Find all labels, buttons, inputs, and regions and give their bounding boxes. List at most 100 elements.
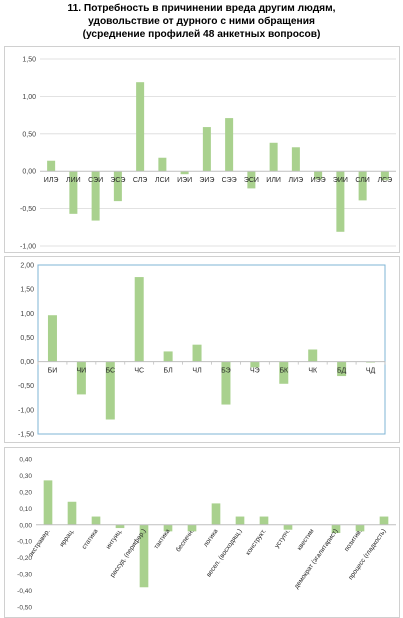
x-tick-label: ЧИ	[77, 368, 87, 375]
bar	[69, 171, 78, 214]
y-tick-label: -0,50	[18, 383, 34, 390]
x-tick-label: СЛЭ	[133, 177, 147, 184]
bar	[67, 501, 77, 525]
x-tick-label: квестим	[296, 527, 316, 551]
x-tick-label: уступч.	[274, 528, 292, 550]
x-tick-label: ЛИИ	[66, 177, 81, 184]
chart-frame	[4, 46, 400, 253]
y-tick-label: 0,30	[19, 473, 32, 480]
y-tick-label: 0,40	[19, 457, 32, 464]
bar	[134, 277, 144, 362]
y-tick-label: -0,20	[17, 555, 32, 562]
x-tick-label: БЭ	[221, 368, 231, 375]
x-tick-label: ИЭИ	[177, 177, 192, 184]
bar	[163, 351, 173, 362]
bar	[202, 127, 211, 172]
bar	[380, 171, 389, 181]
bar	[247, 171, 256, 189]
x-tick-label: статика	[81, 528, 100, 551]
bar	[113, 171, 122, 202]
chart-panel-reinin-aspects: 2,00 1,50 1,00 0,50 0,00 -0,50 -1,00 -1,50 БИ ЧИ Б…	[4, 256, 400, 443]
bar	[379, 516, 389, 525]
bar	[76, 361, 86, 395]
y-tick-label: -1,00	[18, 407, 34, 414]
chart-panel-reinin-traits: 0,40 0,30 0,20 0,10 0,00 -0,10 -0,20 -0,30 -0,40…	[4, 447, 400, 618]
bar	[158, 157, 167, 172]
x-tick-label: ЛИЭ	[289, 177, 304, 184]
title-line-1: 11. Потребность в причинении вреда други…	[67, 3, 336, 14]
y-tick-label: -1,50	[18, 432, 34, 439]
bar	[192, 344, 202, 362]
chart-panel-types: 1,50 1,00 0,50 0,00 -0,50 -1,00 ИЛЭ ЛИИ СЭИ ЭСЭ СЛ…	[4, 46, 400, 253]
x-tick-label: БИ	[48, 368, 58, 375]
bar	[43, 480, 53, 525]
x-tick-label: ИЛИ	[266, 177, 281, 184]
x-tick-label: ИЭЭ	[311, 177, 326, 184]
bar	[336, 171, 345, 232]
x-tick-label: БС	[106, 368, 116, 375]
title-line-2: удовольствие от дурного с ними обращения	[88, 16, 315, 27]
y-tick-label: -0,50	[20, 206, 36, 213]
bar	[331, 524, 341, 533]
y-tick-label: -0,40	[17, 588, 32, 595]
bar	[358, 171, 367, 201]
y-tick-label: 0,00	[22, 169, 36, 176]
bar	[259, 516, 269, 525]
y-tick-label: 0,20	[19, 489, 32, 496]
title-line-3: (усреднение профилей 48 анкетных вопросо…	[82, 29, 321, 40]
bar	[314, 171, 323, 180]
bar	[355, 524, 365, 532]
y-tick-label: 1,50	[22, 57, 36, 64]
y-tick-label: 0,10	[19, 506, 32, 513]
x-tick-label: ЭИЭ	[199, 177, 214, 184]
bar	[180, 171, 189, 175]
x-tick-label: интуиц.	[105, 528, 124, 551]
y-tick-label: -1,00	[20, 244, 36, 251]
x-tick-label: демократ (эгалитарист)	[293, 528, 340, 590]
y-tick-label: -0,50	[17, 605, 32, 612]
bar	[337, 361, 347, 377]
y-tick-label: 0,00	[19, 522, 32, 529]
y-tick-label: 1,50	[20, 287, 34, 294]
bar	[187, 524, 197, 532]
x-tick-label: ИЛЭ	[44, 177, 59, 184]
x-tick-label: СЭИ	[88, 177, 103, 184]
x-tick-label: БЛ	[164, 368, 174, 375]
x-tick-label: ЧК	[308, 368, 318, 375]
x-tick-label: беспечн.	[174, 527, 196, 553]
bar	[139, 524, 149, 588]
x-tick-label: ЧЭ	[250, 368, 260, 375]
x-tick-label: ЧД	[366, 368, 376, 375]
x-tick-label: ЭИИ	[333, 177, 348, 184]
x-tick-label: ЧС	[134, 368, 144, 375]
y-tick-label: 0,50	[22, 131, 36, 138]
bar	[91, 516, 101, 525]
x-tick-label: ЧЛ	[192, 368, 202, 375]
bar	[225, 118, 234, 172]
y-tick-label: -0,30	[17, 572, 32, 579]
bar	[250, 361, 260, 368]
bar	[47, 160, 56, 172]
x-tick-label: ЭСЭ	[110, 177, 125, 184]
x-tick-label: СЭЭ	[222, 177, 237, 184]
bar	[291, 147, 300, 172]
chart-title: 11. Потребность в причинении вреда други…	[0, 2, 403, 41]
bar	[105, 361, 115, 420]
x-tick-label: ЛСЭ	[378, 177, 393, 184]
y-tick-label: 0,50	[20, 335, 34, 342]
bar	[163, 524, 173, 532]
bar	[91, 171, 100, 221]
plot-area-border	[37, 264, 386, 435]
x-tick-label: позитив.	[343, 528, 363, 553]
x-tick-label: иррац.	[58, 528, 75, 549]
x-tick-label: БД	[337, 368, 347, 375]
bar	[221, 361, 231, 405]
x-tick-label: ЛСИ	[155, 177, 170, 184]
bar	[283, 524, 293, 530]
bar	[269, 142, 278, 172]
bar	[115, 524, 125, 529]
x-tick-label: конструкт.	[245, 528, 268, 557]
bar	[136, 82, 145, 172]
x-tick-label: СЛИ	[355, 177, 369, 184]
y-tick-label: 0,00	[20, 359, 34, 366]
